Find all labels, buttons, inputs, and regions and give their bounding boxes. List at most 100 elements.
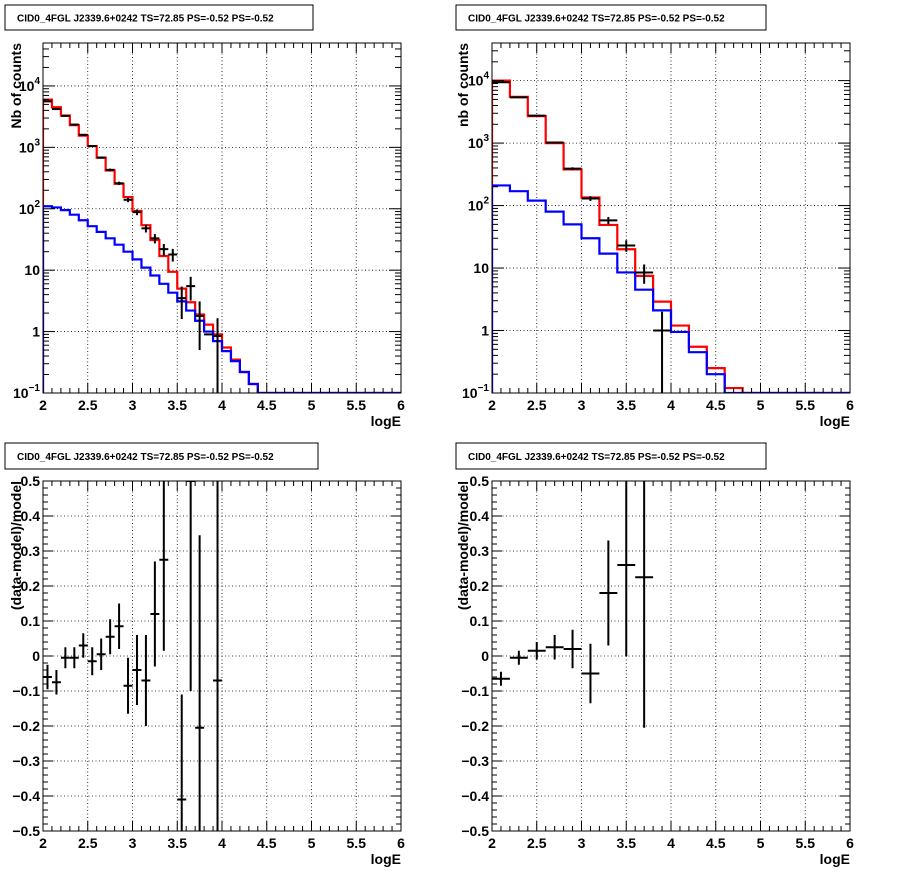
y-tick-label-exponent: −1 [29, 383, 41, 394]
data-point [150, 234, 160, 244]
y-tick-label: −0.1 [461, 683, 489, 699]
data-point [492, 671, 510, 686]
data-point [132, 209, 142, 216]
y-tick-label: 10−1 [462, 383, 489, 401]
y-tick-label: 1 [481, 323, 489, 339]
data-point [599, 540, 618, 646]
y-axis-title: (data-model)/model [455, 481, 471, 610]
model-total-step-line [43, 98, 401, 393]
data-point [96, 156, 106, 159]
x-axis-title: logE [371, 413, 401, 429]
y-tick-label: 0.4 [470, 508, 490, 524]
y-axis-title: (data-model)/model [8, 481, 24, 610]
data-point [177, 694, 187, 831]
plot-area [43, 98, 401, 393]
y-tick-label-text: 1 [32, 324, 40, 340]
model-component-step-line [43, 205, 401, 393]
data-point [492, 81, 510, 84]
data-point [617, 481, 636, 656]
x-tick-label: 4 [218, 835, 226, 851]
x-tick-label: 3 [578, 835, 586, 851]
x-tick-label: 5 [757, 397, 765, 413]
data-point [78, 133, 88, 136]
data-point [168, 248, 178, 262]
data-point [123, 657, 133, 714]
y-tick-label: 102 [468, 196, 490, 214]
y-tick-label: −0.5 [461, 823, 489, 839]
y-tick-label: 0.2 [470, 578, 490, 594]
y-tick-label-exponent: 2 [483, 196, 489, 207]
x-tick-label: 4 [218, 397, 226, 413]
x-tick-label: 4.5 [706, 835, 726, 851]
data-point [159, 481, 169, 651]
x-tick-label: 2 [488, 397, 496, 413]
chart-panel-3: CID0_4FGL J2339.6+0242 TS=72.85 PS=-0.52… [4, 442, 405, 867]
data-point [141, 224, 151, 233]
x-tick-label: 5 [308, 397, 316, 413]
x-tick-label: 5.5 [796, 397, 816, 413]
x-tick-label: 6 [397, 397, 405, 413]
y-tick-label: −0.1 [12, 683, 40, 699]
data-point [653, 311, 671, 393]
data-point [60, 114, 70, 117]
chart-panel-1: CID0_4FGL J2339.6+0242 TS=72.85 PS=-0.52… [4, 4, 405, 429]
data-point [114, 181, 124, 185]
x-axis-title: logE [820, 851, 850, 867]
x-tick-label: 6 [846, 397, 854, 413]
data-point [69, 647, 79, 669]
data-point [159, 243, 169, 256]
data-point [545, 141, 564, 144]
y-tick-label-base: 10 [462, 385, 478, 401]
y-tick-label-exponent: 2 [34, 199, 40, 210]
y-tick-label: 0.1 [21, 613, 41, 629]
y-axis-title: Nb of counts [8, 43, 24, 129]
x-tick-label: 4 [667, 397, 675, 413]
grid-lines [492, 43, 850, 393]
data-point [177, 286, 187, 320]
x-tick-label: 2.5 [78, 397, 98, 413]
x-tick-label: 3.5 [168, 397, 188, 413]
y-tick-label: 0 [32, 648, 40, 664]
x-tick-label: 3.5 [168, 835, 188, 851]
data-point [509, 96, 528, 99]
x-tick-label: 3 [129, 835, 137, 851]
data-point [69, 123, 79, 126]
y-tick-label: 0.4 [21, 508, 41, 524]
data-point [105, 168, 115, 172]
y-tick-label: 0.3 [470, 543, 490, 559]
data-point [132, 635, 142, 705]
y-tick-label-base: 10 [468, 198, 484, 214]
x-tick-label: 6 [397, 835, 405, 851]
grid-lines [492, 481, 850, 831]
x-tick-label: 4.5 [257, 397, 277, 413]
y-tick-label: 0 [481, 648, 489, 664]
y-tick-label-text: 10 [473, 260, 489, 276]
data-point [123, 197, 133, 203]
data-point [150, 561, 160, 667]
y-tick-label: 0.2 [21, 578, 41, 594]
y-tick-label: 0.5 [470, 473, 490, 489]
y-tick-label-exponent: 4 [34, 76, 40, 87]
data-point [186, 276, 196, 301]
x-tick-label: 2.5 [527, 835, 547, 851]
chart-title: CID0_4FGL J2339.6+0242 TS=72.85 PS=-0.52… [468, 452, 725, 463]
data-point [635, 264, 654, 284]
x-tick-label: 5 [308, 835, 316, 851]
x-tick-label: 3 [578, 397, 586, 413]
y-tick-label: 103 [468, 133, 490, 151]
y-tick-label: 10 [24, 262, 40, 278]
y-tick-label-base: 10 [19, 78, 35, 94]
y-tick-label: −0.5 [12, 823, 40, 839]
data-point [563, 629, 582, 669]
chart-title: CID0_4FGL J2339.6+0242 TS=72.85 PS=-0.52… [468, 14, 725, 25]
x-tick-label: 2.5 [527, 397, 547, 413]
x-tick-label: 4.5 [257, 835, 277, 851]
y-tick-label: −0.3 [461, 753, 489, 769]
data-point [87, 145, 97, 148]
data-point [51, 108, 61, 111]
y-tick-label-exponent: 4 [483, 71, 489, 82]
x-tick-label: 5.5 [796, 835, 816, 851]
y-tick-label: −0.2 [461, 718, 489, 734]
plot-area [43, 481, 222, 831]
